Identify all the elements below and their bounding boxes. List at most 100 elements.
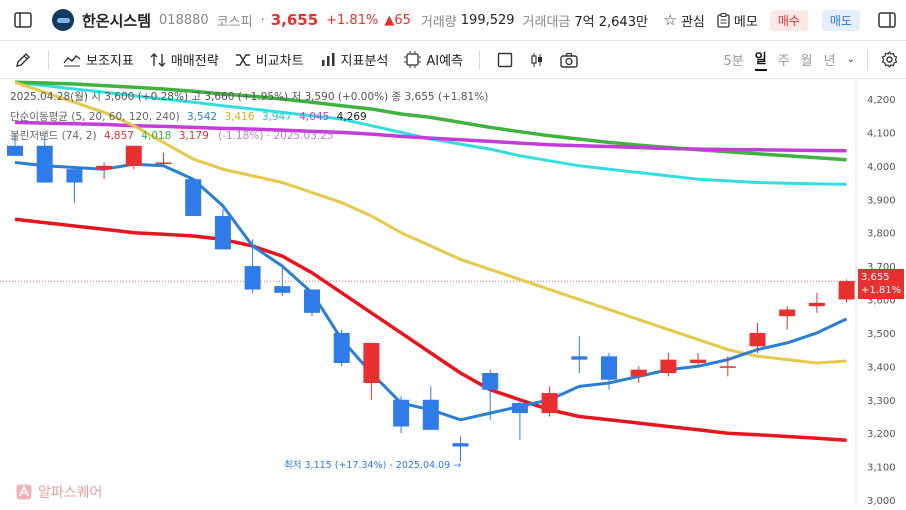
volume-value: 199,529	[460, 12, 515, 28]
candle-body[interactable]	[541, 393, 558, 414]
period-dropdown-icon[interactable]: ⌄	[846, 54, 855, 65]
candle-body[interactable]	[422, 399, 439, 430]
y-tick-label: 3,000	[867, 496, 896, 506]
y-tick-label: 3,900	[867, 195, 896, 206]
watermark-text: 알파스퀘어	[38, 485, 103, 501]
candle-body[interactable]	[452, 443, 469, 447]
toolbar-label-ai: AI예측	[426, 54, 464, 69]
bb-label: 볼린저밴드 (74, 2)	[10, 130, 97, 142]
y-tick-label: 3,600	[867, 296, 896, 307]
candle-body[interactable]	[125, 145, 142, 166]
ma120-line	[14, 120, 847, 153]
sidebar-toggle-icon[interactable]	[12, 9, 34, 31]
strategy-button[interactable]: 매매전략	[150, 50, 219, 69]
candle-body[interactable]	[363, 342, 380, 384]
toolbar-label-strategy: 매매전략	[170, 54, 219, 69]
candle-body[interactable]	[660, 359, 677, 374]
candle-body[interactable]	[155, 162, 172, 164]
analysis-button[interactable]: 지표분석	[320, 50, 389, 69]
current-price: 3,655	[270, 11, 319, 29]
ohlc-text: 2025.04.28(월) 시 3,600 (+0.28%) 고 3,660 (…	[10, 91, 489, 103]
candle-body[interactable]	[690, 359, 707, 363]
bb-upper-value: 4,857	[103, 130, 134, 142]
candle-body[interactable]	[274, 286, 291, 293]
candle-body[interactable]	[214, 215, 231, 250]
buy-button[interactable]: 매수	[769, 9, 808, 31]
y-tick-label: 4,000	[867, 162, 896, 173]
panel-toggle-icon[interactable]	[876, 9, 898, 31]
watch-label: 관심	[680, 14, 705, 30]
sell-button[interactable]: 매도	[821, 9, 860, 31]
change-percent: +1.81%	[326, 12, 379, 28]
low-annotation: 최저 3,115 (+17.34%) - 2025.04.09 →	[284, 460, 462, 471]
candle-body[interactable]	[244, 266, 261, 290]
price-chart-area[interactable]: 3,000 3,100 3,200 3,300 3,400 3,500 3,600 3,700…	[0, 79, 906, 507]
memo-label: 메모	[733, 14, 758, 30]
alphasquare-logo-icon	[16, 484, 32, 500]
ma20-value: 3,416	[224, 111, 255, 123]
current-price-tag: 3,655 +1.81%	[858, 269, 904, 299]
candle-body[interactable]	[601, 356, 617, 380]
period-week[interactable]: 주	[777, 54, 790, 69]
candle-body[interactable]	[838, 281, 855, 300]
settings-gear-icon[interactable]	[878, 49, 900, 71]
period-year[interactable]: 년	[823, 54, 836, 69]
candle-body[interactable]	[749, 332, 766, 347]
candle-body[interactable]	[808, 302, 825, 307]
toolbar-label-indicator: 보조지표	[86, 54, 134, 69]
amount-label: 거래대금	[522, 14, 571, 30]
compare-icon	[235, 53, 250, 66]
ma20-line	[14, 80, 847, 365]
price-tag-value: 3,655	[861, 272, 890, 283]
candle-body[interactable]	[66, 169, 83, 183]
compare-button[interactable]: 비교차트	[235, 50, 304, 69]
ai-predict-button[interactable]: AI예측	[404, 50, 463, 69]
candle-body[interactable]	[185, 179, 202, 216]
candle-body[interactable]	[96, 165, 113, 170]
period-day[interactable]: 일	[754, 48, 767, 71]
y-tick-label: 3,300	[867, 396, 896, 407]
ma-legend: 단순이동평균 (5, 20, 60, 120, 240) 3,542 3,416…	[10, 109, 367, 124]
memo-icon	[717, 12, 730, 28]
candle-body[interactable]	[333, 332, 350, 363]
ma-label: 단순이동평균 (5, 20, 60, 120, 240)	[10, 111, 180, 123]
volume-label: 거래량	[420, 14, 457, 30]
y-tick-label: 3,700	[867, 262, 896, 273]
y-tick-label: 4,200	[867, 95, 896, 106]
y-tick-label: 4,100	[867, 128, 896, 139]
watermark: 알파스퀘어	[16, 482, 102, 502]
period-month[interactable]: 월	[800, 54, 813, 69]
candle-body[interactable]	[393, 399, 410, 427]
stock-code: 018880	[159, 12, 209, 28]
candle-body[interactable]	[304, 289, 320, 313]
strategy-icon	[150, 52, 166, 67]
market-label: 코스피	[216, 14, 253, 30]
candle-body[interactable]	[36, 145, 53, 183]
candle-body[interactable]	[719, 366, 736, 368]
memo-button[interactable]: 메모	[717, 11, 758, 30]
indicator-icon	[63, 54, 81, 66]
camera-icon[interactable]	[558, 49, 580, 71]
square-icon[interactable]	[494, 49, 516, 71]
candle-body[interactable]	[571, 356, 588, 360]
candle-type-icon[interactable]	[526, 49, 548, 71]
candle-body[interactable]	[779, 309, 796, 317]
price-tag-percent: +1.81%	[861, 285, 902, 296]
candle-body[interactable]	[482, 373, 499, 390]
company-logo	[52, 9, 74, 31]
candle-body[interactable]	[630, 369, 647, 377]
period-5min[interactable]: 5분	[723, 54, 744, 69]
toolbar-label-compare: 비교차트	[255, 54, 304, 69]
stock-name: 한온시스템	[82, 11, 152, 30]
bb-middle-value: 4,018	[141, 130, 172, 142]
indicator-button[interactable]: 보조지표	[63, 50, 134, 69]
candle-body[interactable]	[7, 145, 23, 156]
y-tick-label: 3,100	[867, 463, 896, 474]
pencil-icon[interactable]	[12, 49, 34, 71]
toolbar-label-analysis: 지표분석	[340, 54, 389, 69]
y-tick-label: 3,800	[867, 229, 896, 240]
watch-button[interactable]: ☆ 관심	[664, 11, 705, 30]
candlestick-chart[interactable]: 3,000 3,100 3,200 3,300 3,400 3,500 3,600 3,700…	[0, 79, 906, 507]
stock-header: 한온시스템 018880 코스피 · 3,655 +1.81% ▲65 거래량 …	[0, 0, 906, 41]
candle-body[interactable]	[511, 403, 528, 414]
